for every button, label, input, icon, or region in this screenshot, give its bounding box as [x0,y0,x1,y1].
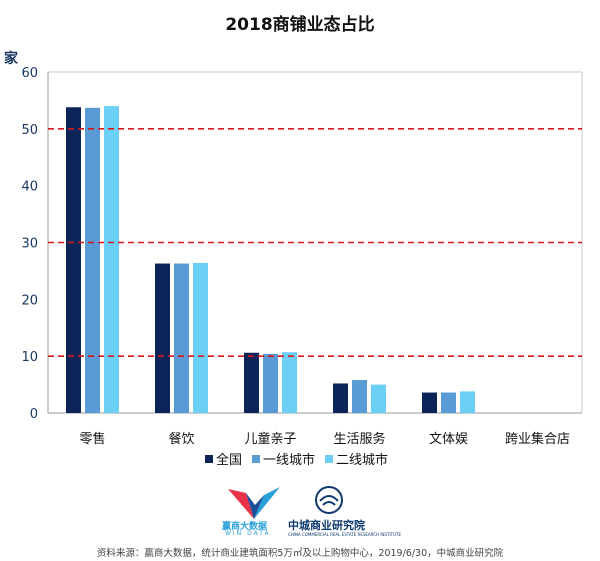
legend-swatch-tier1 [252,454,261,463]
x-tick-label: 零售 [79,431,105,447]
bar [441,392,456,413]
x-tick-label: 餐饮 [168,431,194,447]
bar [333,383,348,413]
logos: 赢商大数据 WIN DATA 中城商业研究院 CHINA COMMERCIAL … [222,485,402,545]
y-tick-label: 10 [21,350,38,365]
legend-label-national: 全国 [216,453,243,468]
legend-item-national: 全国 [205,449,242,468]
y-tick-label: 50 [21,123,38,138]
chart-title: 2018商铺业态占比 [225,15,375,35]
y-tick-label: 40 [21,180,38,195]
legend-label-tier2: 二线城市 [336,453,389,468]
bar [263,353,278,413]
x-tick-label: 儿童亲子 [244,431,296,447]
bar [244,352,259,413]
bar [155,263,170,413]
bar [85,107,100,414]
legend-item-tier2: 二线城市 [325,449,388,468]
legend-label-tier1: 一线城市 [263,453,316,468]
bar [66,107,81,413]
bar [193,262,208,413]
source-note: 资料来源：赢商大数据，统计商业建筑面积5万㎡及以上购物中心，2019/6/30，… [96,548,504,559]
bar [371,384,386,413]
y-tick-label: 60 [21,66,38,81]
zhongcheng-logo-subtext: CHINA COMMERCIAL REAL ESTATE RESEARCH IN… [288,532,401,537]
y-tick-label: 30 [21,237,38,252]
bar [104,106,119,413]
bar [352,380,367,413]
x-tick-label: 跨业集合店 [505,431,570,447]
zhongcheng-logo-icon [315,486,343,514]
y-axis-unit-label: 家 [4,51,18,67]
bar [422,392,437,413]
win-data-logo-icon [228,487,280,519]
x-tick-label: 文体娱 [429,432,468,447]
win-data-logo-text: 赢商大数据 [222,522,268,532]
zhongcheng-logo-text: 中城商业研究院 [288,519,365,532]
bar [174,263,189,413]
bar [460,391,475,413]
y-tick-label: 20 [21,293,38,308]
legend-swatch-national [205,454,213,463]
legend: 全国 一线城市 二线城市 [205,449,388,468]
bar [282,352,297,413]
legend-swatch-tier2 [325,454,334,463]
y-tick-label: 0 [30,407,38,422]
win-data-logo-subtext: WIN DATA [225,530,271,537]
legend-item-tier1: 一线城市 [252,449,315,468]
x-tick-label: 生活服务 [333,431,385,447]
